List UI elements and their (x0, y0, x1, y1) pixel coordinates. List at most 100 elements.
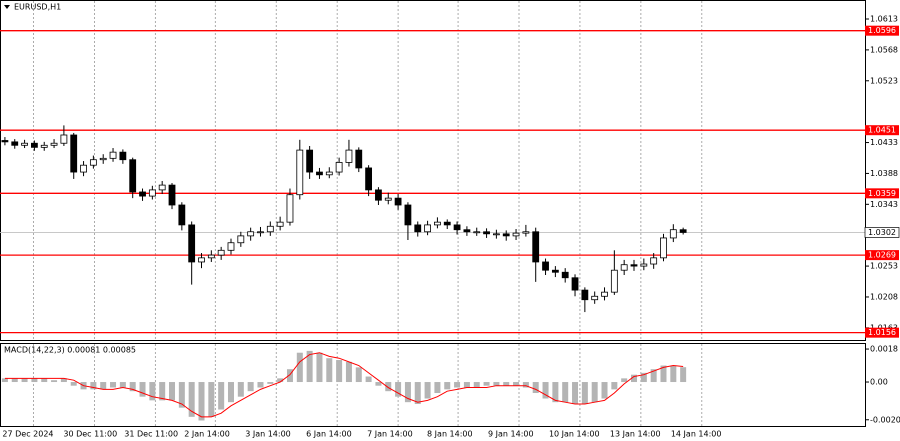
x-tick-label: 2 Jan 14:00 (184, 430, 230, 439)
candle-body (522, 231, 530, 234)
macd-bar (237, 382, 244, 397)
candle-body (591, 295, 599, 301)
signal-line (4, 352, 684, 418)
candle-body (394, 197, 402, 206)
candle-body (581, 289, 589, 301)
candle-body (335, 162, 343, 173)
candle-body (217, 249, 225, 256)
candle-body (306, 149, 314, 173)
macd-bar (306, 350, 313, 383)
candle-body (80, 164, 87, 173)
macd-bar (444, 382, 451, 390)
candle-body (679, 229, 687, 233)
macd-bar (345, 361, 352, 383)
y-tick-label: 0.00 (870, 378, 888, 387)
macd-bar (404, 382, 411, 403)
macd-bar (90, 382, 97, 390)
x-tick-label: 7 Jan 14:00 (367, 430, 413, 439)
level-label-box (865, 125, 899, 136)
candle-body (660, 237, 667, 259)
candle-body (207, 254, 215, 259)
macd-bar (601, 382, 608, 399)
candle-body (512, 232, 520, 237)
macd-bar (611, 382, 618, 390)
candle-body (443, 221, 451, 226)
macd-bar (385, 382, 392, 392)
x-tick-label: 3 Jan 14:00 (245, 430, 291, 439)
macd-bar (660, 365, 667, 383)
candle-body (296, 149, 304, 196)
candle-body (434, 221, 441, 226)
x-tick-label: 30 Dec 11:00 (63, 430, 117, 439)
candle-body (640, 263, 648, 267)
macd-bar (70, 382, 77, 386)
macd-bar (11, 378, 18, 383)
candle-body (99, 157, 107, 161)
y-tick-label: 1.0388 (870, 169, 898, 178)
macd-bar (640, 372, 647, 383)
level-label: 1.0359 (868, 189, 896, 198)
candle-body (276, 221, 284, 227)
macd-bar (454, 382, 461, 388)
macd-bar (198, 382, 205, 421)
x-tick-label: 27 Dec 2024 (2, 430, 53, 439)
macd-bar (119, 382, 126, 388)
y-tick-label: 1.0568 (870, 45, 898, 54)
macd-bar (414, 382, 421, 405)
macd-bar (159, 382, 166, 401)
macd-bar (680, 367, 687, 383)
macd-bar (218, 382, 225, 410)
macd-bar (31, 378, 38, 383)
candle-body (650, 257, 658, 265)
candle-body (532, 231, 540, 263)
candle-body (50, 142, 58, 146)
candle-body (561, 271, 569, 279)
macd-bar (100, 382, 107, 390)
candle-body (424, 224, 431, 233)
candle-body (316, 171, 323, 176)
y-tick-label: 1.0253 (870, 262, 898, 271)
macd-bar (129, 382, 136, 392)
candle-body (375, 189, 382, 201)
y-tick-label: 1.0613 (870, 15, 898, 24)
macd-bar (296, 352, 303, 383)
x-tick-label: 9 Jan 14:00 (488, 430, 534, 439)
macd-bar (542, 382, 549, 399)
macd-bar (522, 382, 529, 388)
macd-bar (483, 382, 490, 386)
x-tick-label: 6 Jan 14:00 (306, 430, 352, 439)
candle-body (158, 184, 166, 191)
macd-bar (257, 382, 264, 388)
candle-body (492, 233, 500, 236)
macd-bar (169, 382, 176, 401)
menu-icon[interactable] (4, 5, 10, 9)
candle-body (266, 225, 274, 233)
candle-body (188, 224, 196, 263)
macd-bar (670, 365, 677, 383)
level-label-box (865, 250, 899, 261)
macd-bar (60, 378, 67, 383)
y-tick-label: 0.0018 (870, 345, 898, 354)
candle-body (148, 189, 156, 197)
macd-bar (336, 360, 343, 383)
candle-body (168, 184, 176, 206)
x-tick-label: 10 Jan 14:00 (549, 430, 600, 439)
candle-body (620, 264, 628, 271)
x-tick-label: 13 Jan 14:00 (610, 430, 661, 439)
candle-body (404, 204, 412, 226)
macd-bar (286, 369, 293, 383)
chart-title: EURUSD,H1 (14, 3, 61, 12)
level-label: 1.0269 (868, 251, 896, 260)
candle-body (178, 204, 186, 226)
macd-bar (277, 378, 284, 383)
candle-body (365, 167, 373, 191)
x-tick-label: 14 Jan 14:00 (671, 430, 722, 439)
macd-bar (208, 382, 215, 417)
macd-bar (110, 382, 117, 388)
macd-bar (503, 382, 510, 386)
macd-bar (572, 382, 579, 405)
macd-bar (395, 382, 402, 397)
macd-bar (375, 382, 382, 386)
candle-body (1, 140, 9, 143)
candle-body (345, 149, 353, 163)
